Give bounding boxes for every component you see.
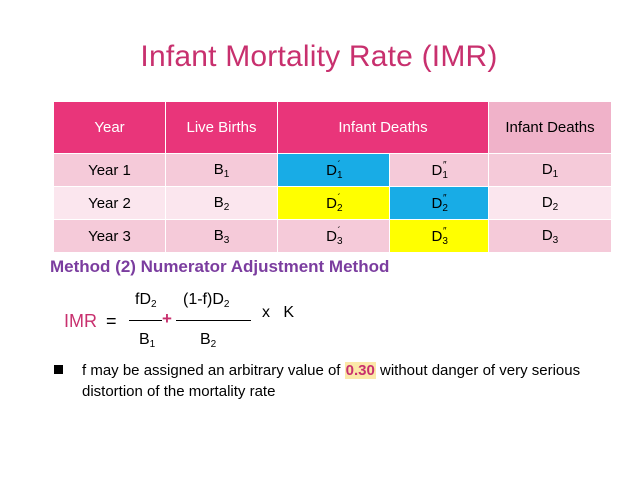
cell-deaths-double-prime: D3″ xyxy=(388,219,490,253)
cell-births: B3 xyxy=(165,219,278,253)
plus-icon: + xyxy=(162,309,172,328)
formula-denominator-1: B1 xyxy=(139,331,156,350)
cell-births: B1 xyxy=(165,153,278,187)
cell-deaths-total: D2 xyxy=(488,186,613,220)
fraction-bar-2 xyxy=(176,320,251,321)
table-row: Year 1 B1 D1´ D1″ D1 xyxy=(53,153,613,187)
formula-multiplier: x K xyxy=(262,304,295,321)
cell-deaths-prime: D1´ xyxy=(277,153,390,187)
header-live-births: Live Births xyxy=(165,101,278,154)
cell-deaths-double-prime: D2″ xyxy=(388,186,490,220)
cell-deaths-total: D3 xyxy=(488,219,613,253)
formula-imr-label: IMR xyxy=(64,311,97,331)
header-infant-deaths: Infant Deaths xyxy=(276,101,490,154)
table-row: Year 2 B2 D2´ D2″ D2 xyxy=(53,186,613,220)
slide-title: Infant Mortality Rate (IMR) xyxy=(140,40,498,73)
cell-deaths-total: D1 xyxy=(488,153,613,187)
cell-year: Year 3 xyxy=(53,219,166,253)
formula-numerator-1: fD2 xyxy=(135,291,157,310)
formula-denominator-2: B2 xyxy=(200,331,217,350)
cell-year: Year 2 xyxy=(53,186,166,220)
bullet-text: f may be assigned an arbitrary value of … xyxy=(82,362,581,400)
cell-births: B2 xyxy=(165,186,278,220)
method-heading: Method (2) Numerator Adjustment Method xyxy=(50,257,390,276)
highlight-value: 0.30 xyxy=(344,362,376,379)
square-bullet-icon xyxy=(54,365,63,374)
header-infant-deaths-total: Infant Deaths xyxy=(488,101,613,154)
imr-table: Year Live Births Infant Deaths Infant De… xyxy=(53,101,613,253)
cell-deaths-prime: D2´ xyxy=(277,186,390,220)
formula-equals: = xyxy=(106,311,117,331)
table-header-row: Year Live Births Infant Deaths Infant De… xyxy=(53,101,613,154)
cell-year: Year 1 xyxy=(53,153,166,187)
cell-deaths-prime: D3´ xyxy=(277,219,390,253)
table-row: Year 3 B3 D3´ D3″ D3 xyxy=(53,219,613,253)
header-year: Year xyxy=(53,101,166,154)
formula-numerator-2: (1-f)D2 xyxy=(183,291,230,310)
fraction-bar-1 xyxy=(129,320,162,321)
